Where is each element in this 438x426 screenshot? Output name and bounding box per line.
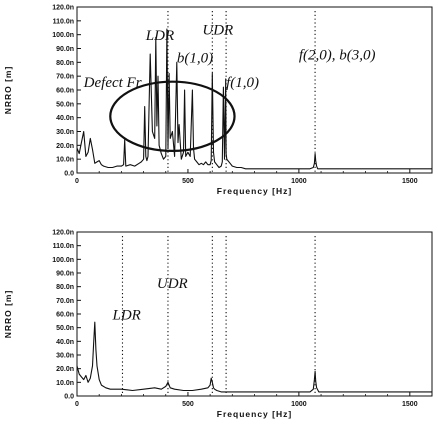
y-tick-label: 120.0n [52, 230, 74, 237]
x-tick-label: 500 [182, 178, 194, 185]
x-axis-label: Frequency [Hz] [217, 186, 292, 196]
annotation-label: UDR [202, 23, 233, 39]
series-line [76, 321, 432, 393]
y-tick-label: 10.0n [56, 380, 74, 387]
x-tick-label: 1500 [402, 401, 418, 408]
y-tick-label: 60.0n [56, 312, 74, 319]
y-tick-label: 60.0n [56, 88, 74, 95]
x-tick-label: 1000 [291, 178, 307, 185]
y-tick-label: 90.0n [56, 46, 74, 53]
y-tick-label: 40.0n [56, 115, 74, 122]
x-tick-label: 0 [75, 401, 79, 408]
y-tick-label: 80.0n [56, 284, 74, 291]
series-line [76, 28, 432, 170]
y-tick-label: 40.0n [56, 339, 74, 346]
y-axis-label: NRRO [m] [3, 66, 13, 115]
y-tick-label: 50.0n [56, 325, 74, 332]
annotation-label: UDR [157, 276, 188, 292]
annotation-label: LDR [112, 307, 141, 323]
highlight-ellipse [109, 80, 236, 152]
y-tick-label: 20.0n [56, 366, 74, 373]
annotation-label: f(2,0), b(3,0) [299, 48, 376, 64]
y-tick-label: 100.0n [52, 32, 74, 39]
annotation-label: LDR [145, 28, 174, 44]
annotation-label: b(1,0) [177, 50, 213, 66]
y-tick-label: 0.0 [64, 171, 74, 178]
y-tick-label: 120.0n [52, 5, 74, 12]
y-axis-label: NRRO [m] [3, 290, 13, 339]
y-tick-label: 30.0n [56, 129, 74, 136]
x-tick-label: 500 [182, 401, 194, 408]
x-tick-label: 1500 [402, 178, 418, 185]
y-tick-label: 80.0n [56, 60, 74, 67]
y-tick-label: 90.0n [56, 271, 74, 278]
chart-top: 0.0 10.0n 20.0n 30.0n 40.0n 50.0n 60.0n 70.0n 80… [3, 5, 433, 196]
x-tick-label: 0 [75, 178, 79, 185]
y-tick-label: 20.0n [56, 143, 74, 150]
y-tick-label: 110.0n [53, 18, 74, 25]
x-tick-label: 1000 [291, 401, 307, 408]
x-axis-label: Frequency [Hz] [217, 409, 292, 419]
y-tick-label: 70.0n [56, 74, 74, 81]
y-tick-label: 50.0n [56, 101, 74, 108]
y-tick-label: 30.0n [56, 353, 74, 360]
annotation-label: Defect Fr [83, 75, 142, 91]
y-tick-label: 110.0n [53, 243, 74, 250]
chart-bottom: 0.0 10.0n 20.0n 30.0n 40.0n 50.0n 60.0n 70.0n 80… [3, 230, 433, 419]
y-tick-label: 70.0n [56, 298, 74, 305]
annotation-label: f(1,0) [226, 75, 259, 91]
y-tick-label: 0.0 [64, 394, 74, 401]
y-tick-label: 100.0n [52, 257, 74, 264]
y-tick-label: 10.0n [56, 157, 74, 164]
